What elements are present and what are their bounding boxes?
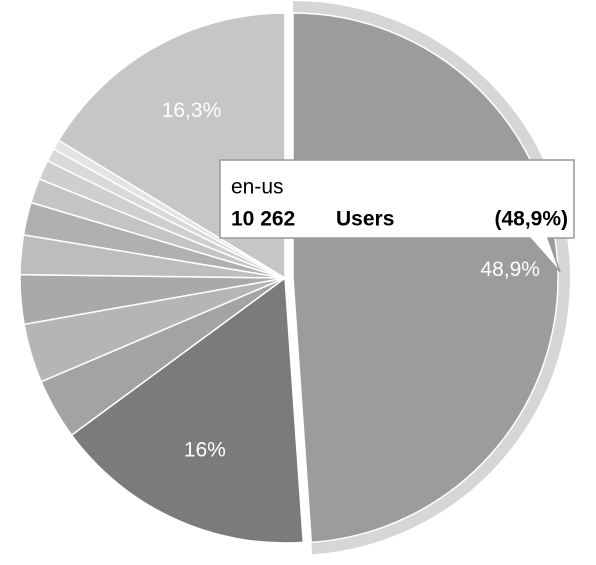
slice: [70, 276, 305, 544]
tooltip-value: 10 262: [231, 208, 295, 231]
tooltip-percent: (48,9%): [494, 208, 568, 231]
slice-label: 48,9%: [480, 258, 540, 281]
slice-label: 16%: [184, 439, 226, 462]
tooltip-category: en-us: [231, 176, 284, 199]
tooltip-series: Users: [336, 208, 394, 231]
slice-label: 16,3%: [162, 99, 222, 122]
tooltip: en-us 10 262 Users (48,9%): [219, 159, 575, 273]
tooltip-box: [219, 159, 575, 273]
slice-labels: 48,9% 16% 16,3%: [162, 99, 540, 461]
pie: [19, 1, 570, 555]
